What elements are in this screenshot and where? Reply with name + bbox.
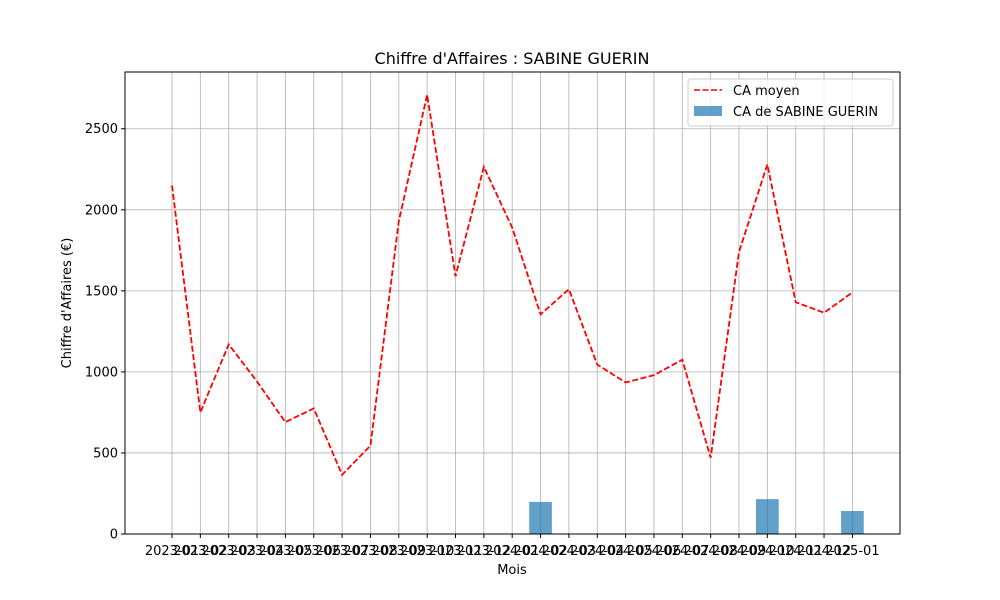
chart-title: Chiffre d'Affaires : SABINE GUERIN xyxy=(375,49,650,68)
x-tick-label: 2023-01 xyxy=(145,544,199,559)
bar-series xyxy=(529,499,864,534)
x-tick-label: 2023-09 xyxy=(372,544,426,559)
y-axis-label: Chiffre d'Affaires (€) xyxy=(60,238,75,369)
x-tick-label: 2025-01 xyxy=(825,544,879,559)
x-tick-label: 2024-02 xyxy=(513,544,567,559)
x-tick-label: 2023-04 xyxy=(230,544,284,559)
x-tick-label: 2024-06 xyxy=(627,544,681,559)
y-tick-label: 1000 xyxy=(85,365,118,380)
x-tick-label: 2023-07 xyxy=(315,544,369,559)
bar-2025-01 xyxy=(841,510,864,534)
x-tick-label: 2024-04 xyxy=(570,544,624,559)
x-axis-ticks: 2023-012023-022023-032023-042023-052023-… xyxy=(145,534,880,559)
y-axis-ticks: 0 500 1000 1500 2000 2500 xyxy=(85,122,125,543)
y-tick-label: 500 xyxy=(93,446,118,461)
x-tick-label: 2024-09 xyxy=(712,544,766,559)
x-tick-label: 2023-02 xyxy=(173,544,227,559)
ca-moyen-line xyxy=(171,94,853,477)
y-tick-label: 1500 xyxy=(85,284,118,299)
x-tick-label: 2023-06 xyxy=(287,544,341,559)
x-tick-label: 2024-01 xyxy=(485,544,539,559)
x-tick-label: 2024-05 xyxy=(598,544,652,559)
bar-2024-10 xyxy=(756,499,779,534)
x-tick-label: 2024-08 xyxy=(683,544,737,559)
legend-label-ca-moyen: CA moyen xyxy=(733,84,800,99)
x-axis-label: Mois xyxy=(497,563,527,578)
x-tick-label: 2023-11 xyxy=(428,544,482,559)
x-tick-label: 2023-05 xyxy=(258,544,312,559)
x-tick-label: 2024-10 xyxy=(740,544,794,559)
x-tick-label: 2023-08 xyxy=(343,544,397,559)
y-tick-label: 2000 xyxy=(85,203,118,218)
x-tick-label: 2024-07 xyxy=(655,544,709,559)
y-tick-label: 0 xyxy=(110,528,118,543)
x-tick-label: 2024-12 xyxy=(797,544,851,559)
legend: CA moyen CA de SABINE GUERIN xyxy=(687,78,894,127)
x-tick-label: 2024-11 xyxy=(769,544,823,559)
x-tick-label: 2023-10 xyxy=(400,544,454,559)
x-tick-label: 2023-03 xyxy=(202,544,256,559)
legend-label-ca-sabine: CA de SABINE GUERIN xyxy=(733,105,878,120)
line-series xyxy=(171,94,853,477)
legend-box xyxy=(687,78,894,127)
grid-lines xyxy=(125,72,900,535)
y-tick-label: 2500 xyxy=(85,122,118,137)
x-tick-label: 2023-12 xyxy=(457,544,511,559)
legend-bar-swatch xyxy=(694,106,722,116)
bar-2024-02 xyxy=(529,501,552,534)
x-tick-label: 2024-03 xyxy=(542,544,596,559)
